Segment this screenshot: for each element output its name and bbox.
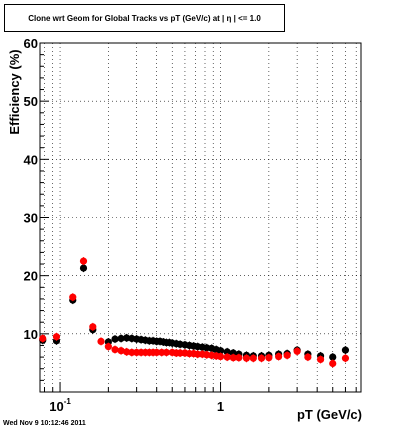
red-data-point [223,353,231,361]
y-tick-label: 60 [24,36,38,51]
black-data-point [216,347,225,355]
red-data-point [265,354,273,362]
red-data-point [111,345,119,354]
red-data-point [316,355,325,364]
y-tick-label: 40 [24,152,38,167]
y-tick-label: 10 [24,327,38,342]
red-data-point [97,337,105,345]
chart-title: Clone wrt Geom for Global Tracks vs pT (… [4,4,285,32]
red-data-point [216,352,225,361]
red-data-point [242,354,251,362]
black-data-point [111,335,119,343]
red-data-point [153,348,161,357]
red-data-point [275,352,283,361]
black-data-point [117,334,125,343]
red-data-point [283,351,291,359]
red-data-point [39,334,47,343]
timestamp: Wed Nov 9 10:12:46 2011 [3,420,86,427]
black-data-point [79,264,88,272]
y-tick-label: 20 [24,269,38,284]
red-data-point [249,354,257,362]
x-axis-label: pT (GeV/c) [297,407,362,422]
red-data-point [235,354,243,362]
red-data-point [79,257,88,265]
black-data-point [223,348,231,356]
red-data-point [257,354,266,362]
y-tick-label: 30 [24,211,38,226]
y-tick-label: 50 [24,94,38,109]
y-axis-label: Efficiency (%) [7,49,22,134]
red-data-point [104,343,112,351]
red-data-point [162,348,171,357]
red-data-point [69,293,77,301]
red-data-point [341,354,350,362]
red-data-point [117,347,125,355]
x-tick-label: 1 [217,399,224,414]
red-data-point [52,333,61,341]
black-data-point [329,353,337,361]
axes: 10 20 30 40 50 60 10-1 1 [24,36,357,414]
data-markers [39,257,350,368]
red-data-point [229,354,237,362]
red-data-point [329,359,337,368]
grid-lines [40,43,361,392]
x-tick-label: 10-1 [49,397,71,414]
black-data-point [341,346,350,354]
red-data-point [89,323,97,331]
red-data-point [293,347,301,355]
red-data-point [304,353,312,361]
